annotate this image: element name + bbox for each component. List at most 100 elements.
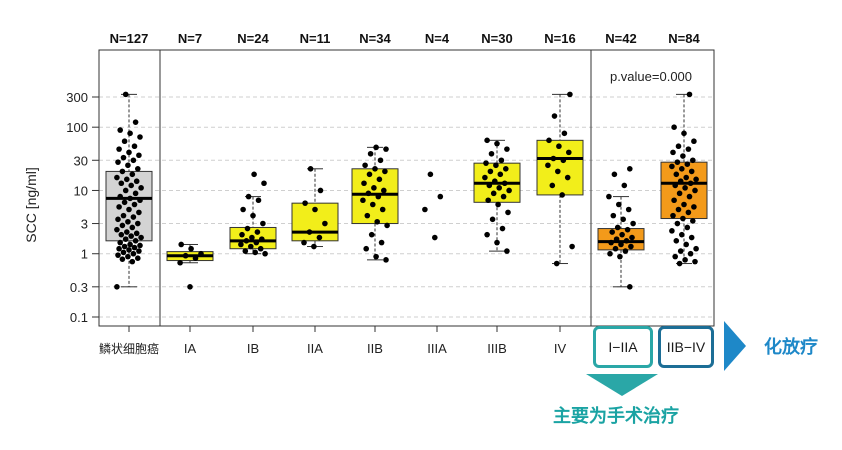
data-point bbox=[679, 165, 685, 172]
data-point bbox=[618, 241, 624, 248]
data-point bbox=[567, 91, 573, 98]
data-point bbox=[506, 187, 512, 194]
data-point bbox=[498, 157, 505, 164]
data-point bbox=[307, 165, 314, 172]
data-point bbox=[496, 185, 503, 191]
data-point bbox=[136, 152, 142, 159]
data-point bbox=[383, 146, 389, 152]
data-point bbox=[622, 248, 629, 254]
data-point bbox=[238, 241, 244, 248]
data-point bbox=[486, 182, 493, 189]
x-tick-label: IIB bbox=[367, 341, 383, 356]
data-point bbox=[616, 201, 622, 208]
data-point bbox=[125, 162, 131, 169]
data-point bbox=[121, 199, 128, 206]
data-point bbox=[367, 150, 374, 157]
data-point bbox=[553, 260, 560, 267]
data-point bbox=[379, 206, 386, 213]
data-point bbox=[130, 214, 137, 220]
data-point bbox=[693, 176, 699, 183]
data-point bbox=[613, 236, 620, 242]
data-point bbox=[120, 249, 127, 256]
data-point bbox=[692, 258, 698, 265]
data-point bbox=[556, 143, 562, 150]
early-stage-group-box: I−IIA bbox=[593, 326, 653, 368]
data-point bbox=[427, 171, 434, 178]
data-point bbox=[262, 250, 268, 257]
data-point bbox=[116, 146, 122, 152]
data-point bbox=[254, 229, 261, 235]
data-point bbox=[252, 249, 258, 256]
data-point bbox=[118, 180, 125, 187]
data-point bbox=[683, 174, 689, 181]
data-point bbox=[117, 193, 123, 200]
data-point bbox=[682, 185, 688, 191]
data-point bbox=[686, 193, 693, 200]
data-point bbox=[126, 247, 132, 253]
data-point bbox=[253, 239, 260, 246]
data-point bbox=[627, 284, 633, 290]
early-stage-group-label: I−IIA bbox=[608, 339, 638, 355]
data-point bbox=[119, 222, 126, 229]
y-tick-label: 30 bbox=[74, 153, 88, 168]
data-point bbox=[130, 250, 137, 257]
data-point bbox=[317, 187, 324, 194]
early-treatment-label: 主要为手术治疗 bbox=[553, 406, 679, 426]
data-point bbox=[620, 216, 626, 223]
data-point bbox=[495, 201, 501, 208]
data-point bbox=[120, 212, 127, 219]
data-point bbox=[621, 182, 628, 189]
data-point bbox=[368, 231, 375, 238]
data-point bbox=[370, 201, 376, 208]
data-point bbox=[422, 206, 428, 213]
n-label: N=84 bbox=[668, 31, 700, 46]
data-point bbox=[363, 245, 370, 252]
data-point bbox=[125, 253, 131, 260]
data-point bbox=[487, 168, 494, 175]
data-point bbox=[484, 137, 490, 144]
data-point bbox=[114, 284, 120, 290]
x-tick-label: IIIA bbox=[427, 341, 447, 356]
box bbox=[105, 170, 153, 242]
data-point bbox=[686, 91, 693, 98]
data-point bbox=[127, 241, 133, 248]
data-point bbox=[490, 190, 497, 197]
n-label: N=16 bbox=[544, 31, 575, 46]
data-point bbox=[250, 212, 256, 219]
data-point bbox=[192, 255, 199, 261]
data-point bbox=[126, 206, 132, 213]
data-point bbox=[624, 226, 631, 233]
data-point bbox=[121, 243, 128, 250]
panel-frame bbox=[590, 49, 715, 327]
data-point bbox=[432, 234, 438, 241]
data-point bbox=[685, 209, 692, 216]
data-point bbox=[122, 91, 129, 98]
n-label: N=7 bbox=[178, 31, 202, 46]
data-point bbox=[687, 250, 694, 257]
data-point bbox=[124, 176, 130, 183]
data-point bbox=[373, 144, 379, 151]
data-point bbox=[489, 216, 496, 223]
data-point bbox=[671, 197, 677, 204]
data-point bbox=[690, 157, 696, 164]
x-tick-label: IB bbox=[247, 341, 259, 356]
data-point bbox=[676, 190, 683, 197]
data-point bbox=[182, 252, 189, 259]
data-point bbox=[116, 204, 122, 210]
data-point bbox=[675, 143, 682, 150]
data-point bbox=[617, 253, 623, 260]
late-treatment-label: 化放疗 bbox=[764, 337, 818, 357]
data-point bbox=[673, 238, 680, 244]
y-tick-label: 0.1 bbox=[70, 310, 88, 325]
data-point bbox=[607, 250, 613, 257]
data-point bbox=[128, 182, 134, 189]
data-point bbox=[372, 165, 378, 172]
x-tick-label: IIA bbox=[307, 341, 323, 356]
arrow-right-icon bbox=[724, 321, 746, 371]
data-point bbox=[619, 231, 625, 238]
data-point bbox=[610, 212, 617, 219]
data-point bbox=[128, 233, 134, 239]
data-point bbox=[301, 239, 307, 246]
data-point bbox=[259, 236, 265, 242]
data-point bbox=[673, 171, 680, 178]
